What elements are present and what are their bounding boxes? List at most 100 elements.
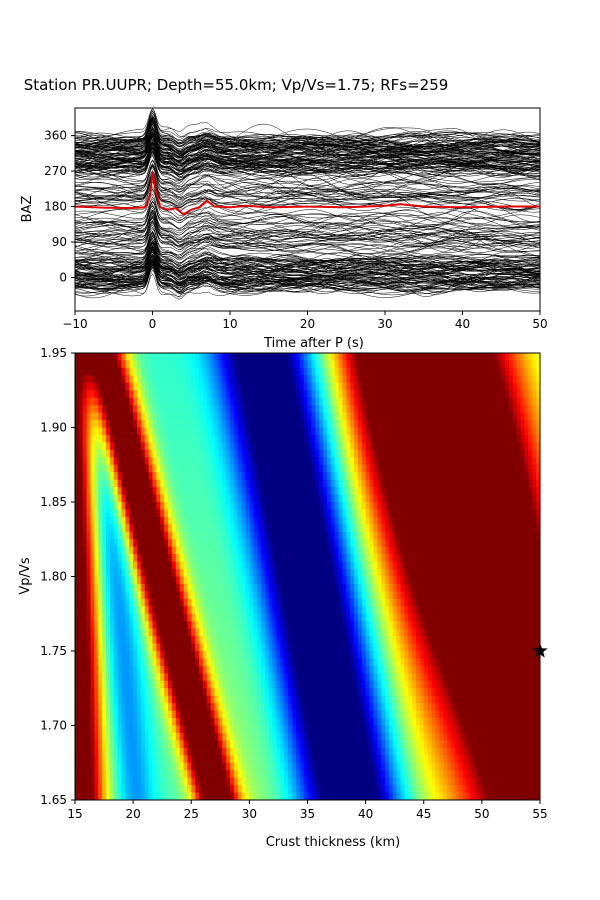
heatmap-cell xyxy=(481,382,487,391)
heatmap-cell xyxy=(102,442,107,451)
heatmap-cell xyxy=(466,412,471,421)
heatmap-cell xyxy=(489,397,495,406)
heatmap-cell xyxy=(365,412,371,421)
heatmap-cell xyxy=(454,427,460,436)
heatmap-cell xyxy=(222,382,227,391)
heatmap-cell xyxy=(520,449,526,458)
heatmap-cell xyxy=(377,353,382,362)
heatmap-cell xyxy=(102,554,107,563)
heatmap-cell xyxy=(354,397,359,406)
heatmap-cell xyxy=(373,420,378,429)
heatmap-cell xyxy=(416,509,421,518)
heatmap-cell xyxy=(253,561,258,570)
heatmap-cell xyxy=(400,427,405,436)
heatmap-cell xyxy=(94,531,99,540)
heatmap-cell xyxy=(493,636,498,645)
heatmap-cell xyxy=(191,375,196,384)
heatmap-cell xyxy=(458,487,464,496)
heatmap-cell xyxy=(86,367,92,376)
heatmap-cell xyxy=(361,583,367,592)
heatmap-cell xyxy=(443,531,448,540)
heatmap-cell xyxy=(474,636,479,645)
heatmap-cell xyxy=(326,628,332,637)
heatmap-cell xyxy=(202,636,208,645)
heatmap-cell xyxy=(493,628,498,637)
heatmap-cell xyxy=(474,621,479,630)
heatmap-cell xyxy=(137,494,142,503)
heatmap-cell xyxy=(292,561,297,570)
heatmap-cell xyxy=(509,509,514,518)
heatmap-cell xyxy=(129,434,134,443)
heatmap-cell xyxy=(175,509,181,518)
heatmap-cell xyxy=(338,449,343,458)
heatmap-cell xyxy=(423,636,429,645)
heatmap-cell xyxy=(361,464,367,473)
heatmap-cell xyxy=(466,397,471,406)
heatmap-cell xyxy=(168,591,173,600)
heatmap-cell xyxy=(175,576,181,585)
heatmap-cell xyxy=(532,606,537,615)
heatmap-cell xyxy=(303,539,309,548)
heatmap-cell xyxy=(276,621,281,630)
heatmap-cell xyxy=(330,367,336,376)
heatmap-cell xyxy=(516,360,522,369)
heatmap-cell xyxy=(404,375,409,384)
heatmap-cell xyxy=(532,434,537,443)
heatmap-cell xyxy=(342,509,347,518)
heatmap-cell xyxy=(137,382,142,391)
heatmap-cell xyxy=(253,360,258,369)
heatmap-cell xyxy=(133,628,138,637)
heatmap-cell xyxy=(520,509,526,518)
heatmap-cell xyxy=(210,576,216,585)
heatmap-cell xyxy=(148,516,154,525)
heatmap-cell xyxy=(117,598,123,607)
heatmap-cell xyxy=(311,427,316,436)
heatmap-cell xyxy=(512,360,518,369)
heatmap-cell xyxy=(226,405,231,414)
heatmap-cell xyxy=(478,524,483,533)
top-y-tick-label: 270 xyxy=(44,164,67,178)
heatmap-cell xyxy=(524,353,529,362)
heatmap-cell xyxy=(454,531,460,540)
heatmap-cell xyxy=(94,598,99,607)
heatmap-cell xyxy=(392,412,398,421)
heatmap-cell xyxy=(261,502,266,511)
heatmap-cell xyxy=(199,449,204,458)
heatmap-cell xyxy=(86,516,92,525)
heatmap-cell xyxy=(144,524,150,533)
heatmap-cell xyxy=(98,591,103,600)
heatmap-cell xyxy=(338,621,343,630)
heatmap-cell xyxy=(222,636,227,645)
heatmap-cell xyxy=(532,628,537,637)
heatmap-cell xyxy=(152,643,157,652)
heatmap-cell xyxy=(164,353,169,362)
heatmap-cell xyxy=(137,479,142,488)
heatmap-cell xyxy=(90,479,95,488)
heatmap-cell xyxy=(346,449,351,458)
heatmap-cell xyxy=(292,636,297,645)
heatmap-cell xyxy=(311,472,316,481)
heatmap-cell xyxy=(82,613,88,622)
heatmap-cell xyxy=(481,546,487,555)
heatmap-cell xyxy=(381,353,386,362)
heatmap-cell xyxy=(408,420,413,429)
heatmap-cell xyxy=(489,382,495,391)
heatmap-cell xyxy=(311,420,316,429)
heatmap-cell xyxy=(536,561,540,570)
heatmap-cell xyxy=(447,397,452,406)
heatmap-cell xyxy=(450,546,456,555)
heatmap-cell xyxy=(233,397,239,406)
heatmap-cell xyxy=(284,546,289,555)
heatmap-cell xyxy=(237,397,243,406)
heatmap-cell xyxy=(334,382,340,391)
heatmap-cell xyxy=(326,434,332,443)
heatmap-cell xyxy=(86,531,92,540)
heatmap-cell xyxy=(175,494,181,503)
heatmap-cell xyxy=(218,628,223,637)
heatmap-cell xyxy=(98,390,103,399)
heatmap-cell xyxy=(90,367,95,376)
heatmap-cell xyxy=(233,502,239,511)
heatmap-cell xyxy=(516,427,522,436)
heatmap-cell xyxy=(493,509,498,518)
heatmap-cell xyxy=(125,613,130,622)
